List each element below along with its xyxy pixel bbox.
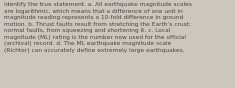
Text: Identify the true statement. a. All earthquake magnitude scales
are logarithmic,: Identify the true statement. a. All eart… [4,2,192,53]
